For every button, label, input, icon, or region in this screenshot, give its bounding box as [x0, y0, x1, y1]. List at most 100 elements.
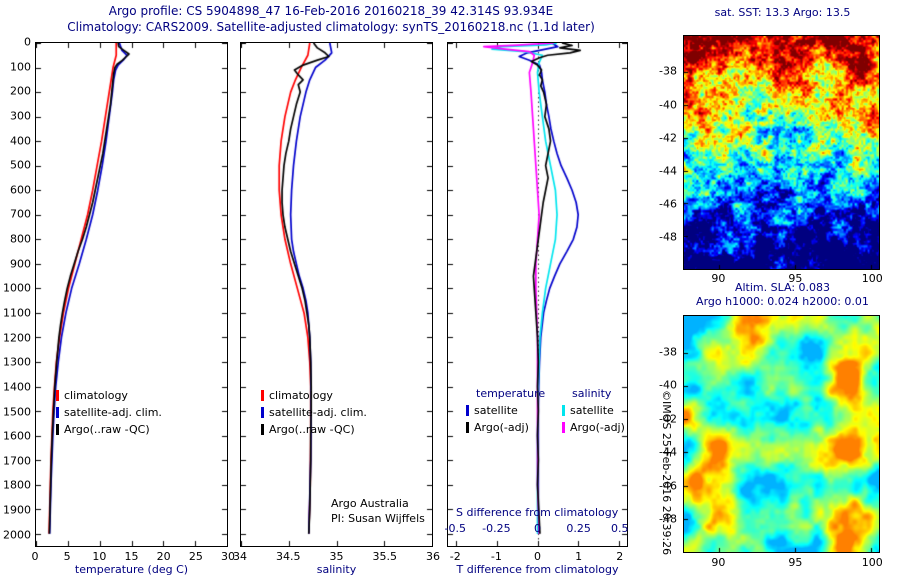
tick-label: -40	[659, 378, 677, 392]
legend-item-argo: Argo(..raw -QC)	[261, 421, 367, 438]
tick-label: 20	[156, 550, 171, 563]
difference-canvas	[448, 43, 627, 546]
sla-map	[683, 315, 880, 553]
tick-label: -0.5	[444, 522, 466, 535]
tick-label: 1300	[3, 355, 31, 369]
legend-label: satellite-adj. clim.	[269, 406, 367, 419]
legend-label: Argo(-adj)	[474, 421, 529, 434]
attribution: Argo Australia PI: Susan Wijffels	[331, 496, 425, 526]
tick-label: 600	[10, 183, 31, 197]
sla-map-title-line1: Altim. SLA: 0.083	[734, 281, 831, 294]
tick-label: 2	[616, 550, 624, 563]
legend-item-climatology: climatology	[261, 387, 367, 404]
tick-label: 0	[31, 550, 39, 563]
tick-label: 95	[788, 272, 803, 285]
tick-label: 1000	[3, 281, 31, 295]
tick-label: 0.5	[611, 522, 629, 535]
sla-map-lon-tick-labels: 90 95 100	[683, 556, 883, 569]
tick-label: -2	[449, 550, 461, 563]
legend-item-climatology: climatology	[56, 387, 162, 404]
legend-label: satellite	[570, 404, 614, 417]
tick-label: -42	[659, 131, 677, 145]
temperature-axis-label: temperature (deg C)	[74, 563, 189, 576]
salinity-x-tick-labels: 34 34.5 35 35.5 36	[233, 550, 440, 563]
tick-label: 1700	[3, 454, 31, 468]
tick-label: -44	[659, 164, 677, 178]
legend-item-argo-t: Argo(-adj)	[466, 419, 545, 436]
tick-label: 95	[788, 556, 803, 569]
difference-x-tick-labels: -2 -1 0 1 2	[447, 550, 628, 563]
tick-label: 1600	[3, 429, 31, 443]
tick-label: 35	[329, 550, 344, 563]
sst-map-lon-tick-labels: 90 95 100	[683, 272, 883, 285]
legend-item-argo-s: Argo(-adj)	[562, 419, 625, 436]
tick-label: 15	[124, 550, 139, 563]
salinity-axis-label: salinity	[316, 563, 357, 576]
tick-label: 5	[63, 550, 71, 563]
tick-label: 0.25	[566, 522, 591, 535]
sla-map-canvas	[684, 316, 879, 552]
tick-label: -0.25	[482, 522, 511, 535]
tick-label: 90	[711, 556, 726, 569]
satellite-s-marker	[562, 405, 565, 416]
attribution-line1: Argo Australia	[331, 497, 409, 510]
tick-label: 500	[10, 158, 31, 172]
figure-title-line2: Climatology: CARS2009. Satellite-adjuste…	[67, 20, 595, 34]
tick-label: 1400	[3, 380, 31, 394]
tick-label: 100	[861, 556, 883, 569]
attribution-line2: PI: Susan Wijffels	[331, 512, 425, 525]
figure-title-line1: Argo profile: CS 5904898_47 16-Feb-2016 …	[108, 4, 554, 18]
temperature-x-tick-labels: 0 5 10 15 20 25 30	[31, 550, 236, 563]
sst-map	[683, 35, 880, 270]
tick-label: 90	[711, 272, 726, 285]
legend-label: Argo(..raw -QC)	[64, 423, 150, 436]
tick-label: -38	[659, 64, 677, 78]
legend-label: Argo(-adj)	[570, 421, 625, 434]
tick-label: 1500	[3, 405, 31, 418]
tick-label: 1800	[3, 478, 31, 492]
legend-label: Argo(..raw -QC)	[269, 423, 355, 436]
tick-label: -42	[659, 412, 677, 426]
temperature-diff-legend: temperature satellite Argo(-adj)	[466, 385, 545, 436]
tick-label: -48	[659, 230, 677, 244]
tick-label: -48	[659, 512, 677, 526]
tick-label: -38	[659, 345, 677, 359]
tick-label: 10	[92, 550, 107, 563]
salinity-diff-legend: salinity satellite Argo(-adj)	[562, 385, 625, 436]
legend-label: satellite-adj. clim.	[64, 406, 162, 419]
tick-label: 1100	[3, 306, 31, 320]
temperature-legend: climatology satellite-adj. clim. Argo(..…	[56, 387, 162, 438]
figure-title: Argo profile: CS 5904898_47 16-Feb-2016 …	[0, 3, 662, 35]
sst-map-lat-tick-labels: -38 -40 -42 -44 -46 -48	[651, 35, 679, 270]
tick-label: 200	[10, 84, 31, 98]
tick-label: 36	[426, 550, 440, 563]
tick-label: 400	[10, 134, 31, 148]
argo-t-marker	[466, 422, 469, 433]
legend-label: satellite	[474, 404, 518, 417]
tick-label: 0	[534, 550, 541, 563]
argo-line-marker	[261, 424, 264, 435]
satellite-line-marker	[56, 407, 59, 418]
climatology-line-marker	[56, 390, 59, 401]
legend-item-satellite-s: satellite	[562, 402, 625, 419]
tick-label: 30	[221, 550, 235, 563]
tick-label: -46	[659, 479, 677, 493]
tick-label: 35.5	[372, 550, 398, 563]
legend-item-satellite: satellite-adj. clim.	[261, 404, 367, 421]
sla-map-lat-tick-labels: -38 -40 -42 -44 -46 -48	[651, 315, 679, 553]
sst-map-title: sat. SST: 13.3 Argo: 13.5	[714, 6, 851, 19]
depth-axis-tick-labels: 0 100 200 300 400 500 600 700 800 900 1000 1100 1200…	[2, 36, 33, 547]
argo-s-marker	[562, 422, 565, 433]
tick-label: 100	[861, 272, 883, 285]
satellite-line-marker	[261, 407, 264, 418]
legend-item-satellite: satellite-adj. clim.	[56, 404, 162, 421]
tick-label: 34.5	[276, 550, 301, 563]
legend-label: climatology	[269, 389, 333, 402]
s-axis-tick-labels: -0.5 -0.25 0 0.25 0.5	[444, 522, 629, 535]
tick-label: 34	[233, 550, 247, 563]
satellite-t-marker	[466, 405, 469, 416]
tick-label: 2000	[3, 528, 31, 542]
salinity-legend: climatology satellite-adj. clim. Argo(..…	[261, 387, 367, 438]
tick-label: 700	[10, 207, 31, 221]
